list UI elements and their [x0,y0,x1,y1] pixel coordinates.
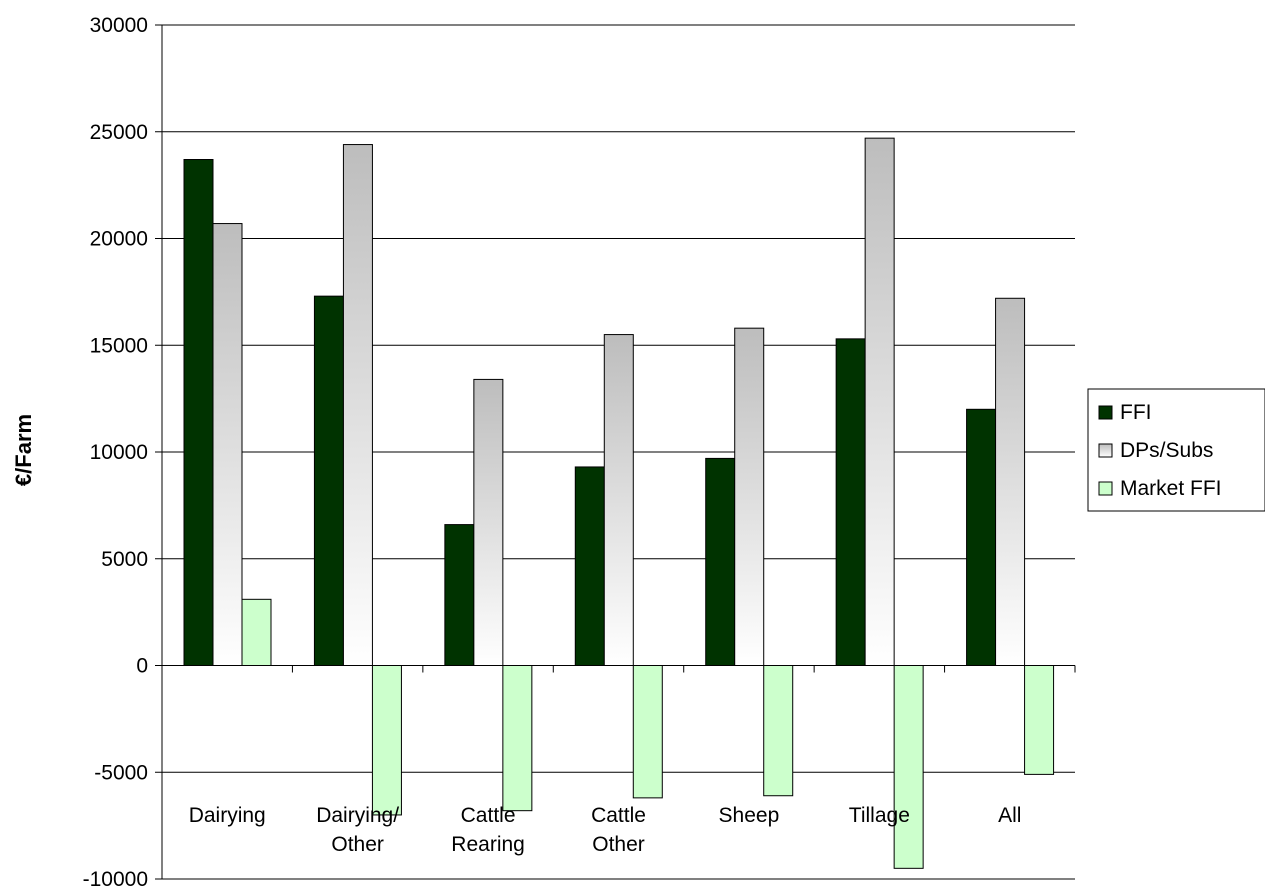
bar-market-ffi [371,665,402,816]
bar-ffi [705,457,736,666]
legend-swatch [1098,481,1113,496]
y-tick-label: 5000 [101,548,148,571]
y-tick-label: 20000 [90,228,148,251]
bar-dps-subs [473,378,504,666]
category-label-line: Dairying [189,804,266,827]
bar-market-ffi [632,665,663,799]
category-label: All [998,804,1021,827]
legend-swatch [1098,443,1113,458]
category-label-line: Tillage [849,804,910,827]
category-label-line: Cattle [591,804,646,827]
bar-dps-subs [995,297,1026,666]
category-label-line: Other [592,833,645,856]
y-tick-label: 15000 [90,334,148,357]
category-label: Cattle Other [591,804,646,856]
bar-ffi [966,408,997,666]
category-label: Tillage [849,804,910,827]
y-tick-label: -10000 [83,868,148,888]
bar-market-ffi [1024,665,1055,775]
legend-label: FFI [1120,401,1152,424]
y-tick-label: 0 [136,655,148,678]
legend: FFI DPs/Subs Market FFI [1087,388,1265,512]
category-label-line: Sheep [719,804,780,827]
y-tick-label: -5000 [94,761,148,784]
bar-market-ffi [241,598,272,666]
legend-label: Market FFI [1120,477,1222,500]
y-tick-labels: 30000 25000 20000 15000 10000 5000 0 -5000 -1000… [83,14,148,888]
category-label-line: All [998,804,1021,827]
bar-dps-subs [603,334,634,666]
bar-ffi [574,466,605,666]
category-label-line: Rearing [451,833,525,856]
category-label: Cattle Rearing [451,804,525,856]
y-tick-label: 25000 [90,121,148,144]
category-label-line: Other [331,833,384,856]
category-label-line: Cattle [461,804,516,827]
bar-dps-subs [212,223,243,666]
legend-box [1087,388,1265,512]
bar-dps-subs [342,144,373,666]
y-tick-label: 30000 [90,14,148,37]
bar-market-ffi [893,665,924,869]
bar-ffi [835,338,866,666]
legend-swatch [1098,405,1113,420]
y-axis-label: €/Farm [11,414,36,486]
bar-dps-subs [864,137,895,666]
y-tick-label: 10000 [90,441,148,464]
category-label-line: Dairying/ [316,804,399,827]
category-label: Sheep [719,804,780,827]
category-label: Dairying [189,804,266,827]
category-label: Dairying/Other [316,804,399,856]
bar-market-ffi [502,665,533,812]
bars [183,137,1055,869]
bar-ffi [313,295,344,666]
bar-ffi [444,524,475,667]
legend-label: DPs/Subs [1120,439,1213,462]
bar-dps-subs [734,327,765,666]
bar-market-ffi [763,665,794,797]
bar-ffi [183,159,214,666]
